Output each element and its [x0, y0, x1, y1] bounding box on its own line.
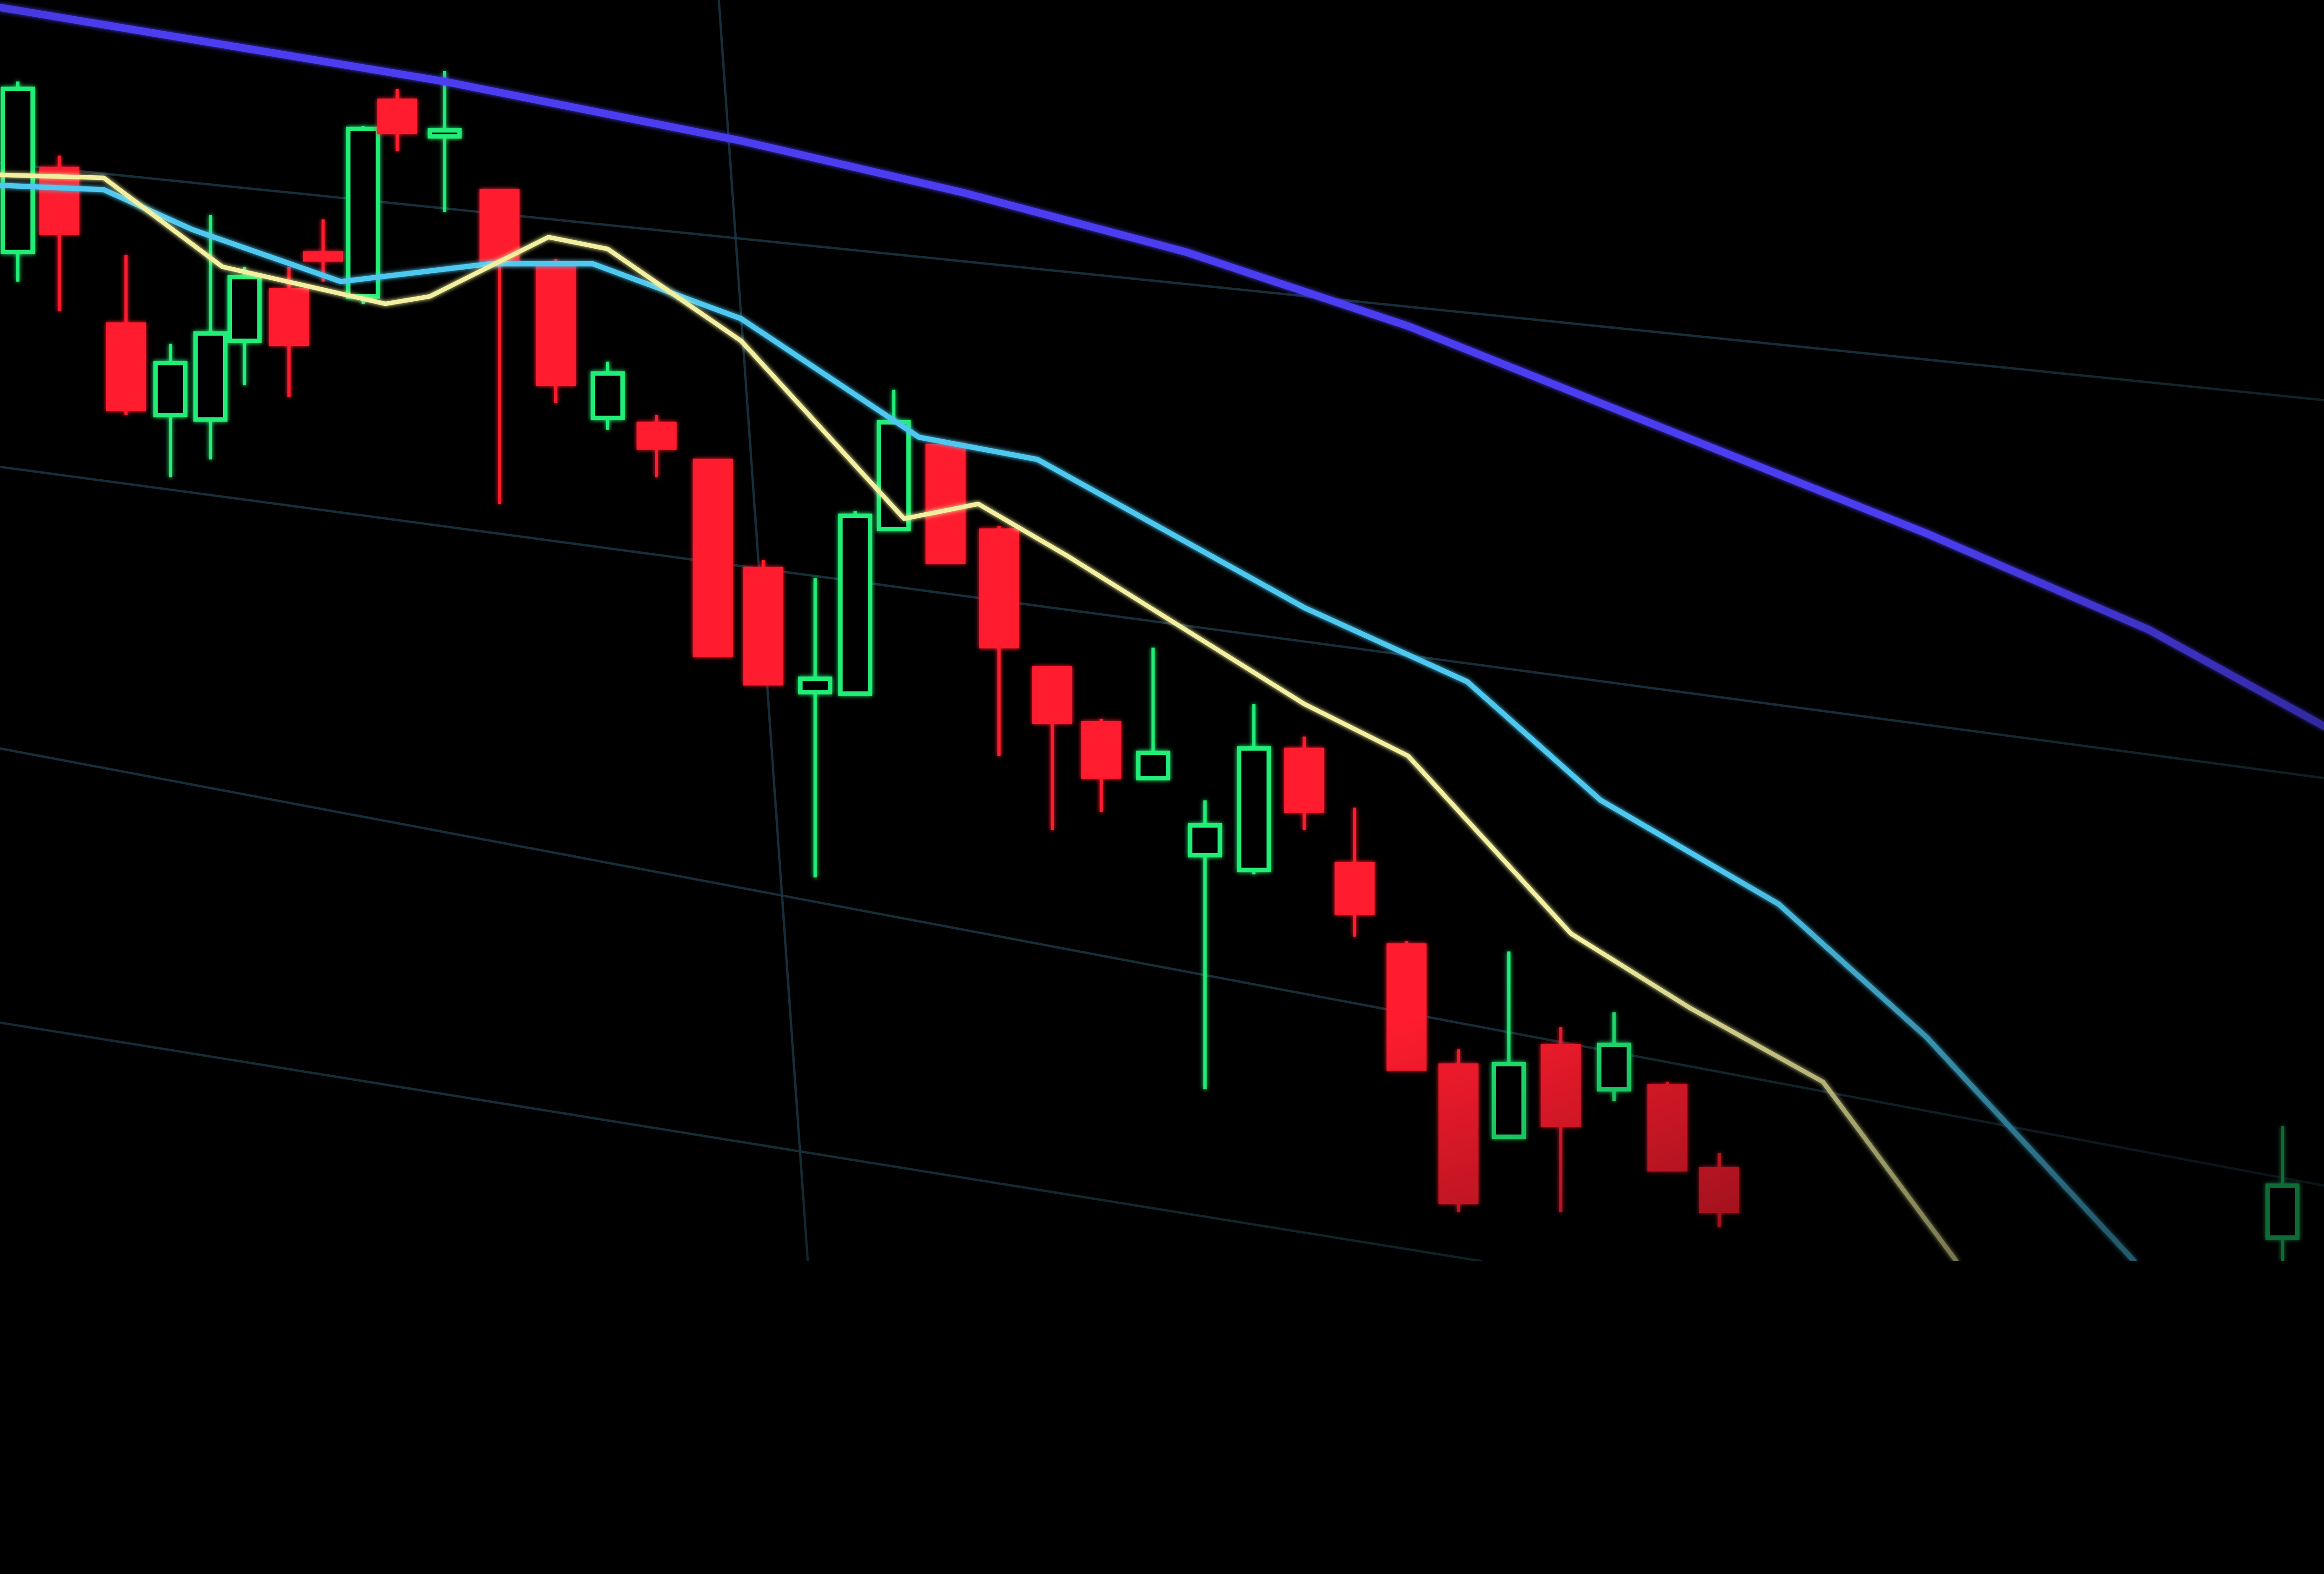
candlestick-chart-photo — [0, 0, 2324, 1262]
vignette-overlay — [0, 0, 2324, 1262]
